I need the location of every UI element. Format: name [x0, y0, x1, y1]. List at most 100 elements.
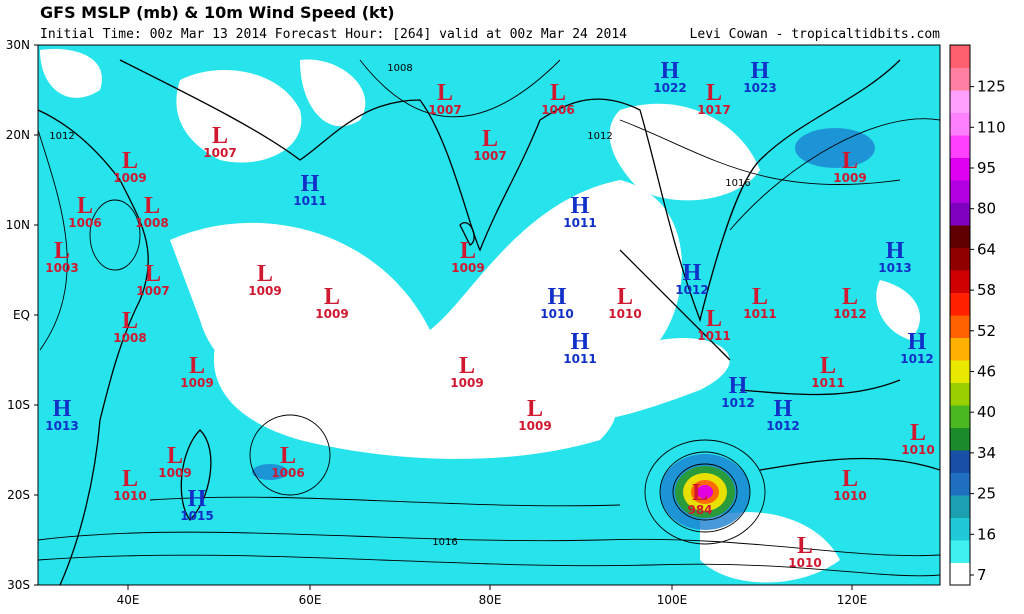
isobar-label: 1016: [725, 178, 750, 189]
lat-label: 30N: [6, 38, 30, 52]
center-letter: L: [797, 533, 813, 559]
center-pressure: 1011: [697, 329, 730, 343]
center-letter: L: [617, 284, 633, 310]
center-letter: L: [910, 420, 926, 446]
colorbar-swatch: [950, 45, 970, 68]
center-pressure: 1010: [113, 489, 146, 503]
colorbar-swatch: [950, 495, 970, 518]
center-pressure: 1006: [271, 466, 304, 480]
center-letter: L: [189, 353, 205, 379]
center-pressure: 1009: [450, 376, 483, 390]
center-pressure: 1010: [833, 489, 866, 503]
colorbar-swatch: [950, 540, 970, 563]
center-pressure: 1008: [113, 331, 146, 345]
colorbar-swatch: [950, 427, 970, 451]
colorbar-swatch: [950, 360, 970, 383]
center-letter: L: [692, 480, 708, 506]
colorbar-frame: [949, 44, 971, 586]
center-pressure: 1007: [203, 146, 236, 160]
lat-label: 10S: [7, 398, 30, 412]
coastlines: [38, 59, 940, 585]
center-letter: L: [752, 284, 768, 310]
lon-label: 120E: [837, 593, 868, 607]
colorbar-label: 125: [977, 78, 1006, 96]
center-pressure: 1009: [315, 307, 348, 321]
colorbar-swatch: [950, 135, 970, 158]
center-pressure: 1008: [135, 216, 168, 230]
colorbar-swatch: [950, 292, 970, 316]
colorbar-swatch: [950, 382, 970, 406]
lon-label: 60E: [299, 593, 322, 607]
colorbar-swatch: [950, 270, 970, 293]
center-pressure: 1007: [428, 103, 461, 117]
colorbar-label: 80: [977, 200, 996, 218]
center-letter: L: [460, 238, 476, 264]
center-pressure: 1010: [901, 443, 934, 457]
center-letter: L: [122, 148, 138, 174]
center-letter: H: [751, 58, 770, 84]
colorbar-label: 64: [977, 240, 996, 258]
center-letter: L: [54, 238, 70, 264]
center-letter: L: [459, 353, 475, 379]
colorbar-swatch: [950, 450, 970, 473]
center-pressure: 1006: [68, 216, 101, 230]
colorbar-swatch: [950, 112, 970, 136]
lon-label: 80E: [479, 593, 502, 607]
center-letter: L: [77, 193, 93, 219]
colorbar-swatch: [950, 517, 970, 541]
map-area: [38, 45, 940, 585]
colorbar-swatch: [950, 202, 970, 226]
center-pressure: 1009: [158, 466, 191, 480]
center-letter: H: [53, 396, 72, 422]
center-pressure: 1011: [811, 376, 844, 390]
center-pressure: 1010: [608, 307, 641, 321]
lon-label: 40E: [117, 593, 140, 607]
colorbar-label: 58: [977, 281, 996, 299]
center-pressure: 1012: [900, 352, 933, 366]
center-letter: L: [212, 123, 228, 149]
center-letter: H: [661, 58, 680, 84]
center-pressure: 1013: [45, 419, 78, 433]
colorbar-swatch: [950, 180, 970, 203]
center-letter: L: [842, 148, 858, 174]
colorbar-label: 110: [977, 118, 1006, 136]
center-letter: L: [257, 261, 273, 287]
lat-label: 30S: [7, 578, 30, 592]
colorbar-swatch: [950, 225, 970, 248]
center-letter: H: [548, 284, 567, 310]
center-letter: L: [324, 284, 340, 310]
center-letter: L: [167, 443, 183, 469]
center-letter: L: [820, 353, 836, 379]
center-letter: H: [683, 260, 702, 286]
center-pressure: 1011: [563, 352, 596, 366]
center-pressure: 1006: [541, 103, 574, 117]
colorbar-swatch: [950, 472, 970, 496]
center-pressure: 1022: [653, 81, 686, 95]
colorbar-label: 40: [977, 403, 996, 421]
isobar-label: 1016: [432, 537, 457, 548]
center-pressure: 1013: [878, 261, 911, 275]
center-letter: L: [144, 193, 160, 219]
center-pressure: 1009: [451, 261, 484, 275]
center-pressure: 1009: [518, 419, 551, 433]
lat-label: 20N: [6, 128, 30, 142]
center-pressure: 1011: [743, 307, 776, 321]
center-letter: H: [571, 329, 590, 355]
center-pressure: 1012: [721, 396, 754, 410]
isobar-label: 1012: [587, 131, 612, 142]
colorbar-label: 95: [977, 159, 996, 177]
lat-label: 10N: [6, 218, 30, 232]
colorbar-swatch: [950, 247, 970, 271]
lat-label: 20S: [7, 488, 30, 502]
center-letter: H: [908, 329, 927, 355]
center-pressure: 1012: [675, 283, 708, 297]
isobar-label: 1012: [49, 131, 74, 142]
lon-label: 100E: [657, 593, 688, 607]
center-pressure: 1011: [293, 194, 326, 208]
center-pressure: 1012: [833, 307, 866, 321]
colorbar-swatch: [950, 157, 970, 181]
center-letter: H: [886, 238, 905, 264]
center-letter: L: [527, 396, 543, 422]
